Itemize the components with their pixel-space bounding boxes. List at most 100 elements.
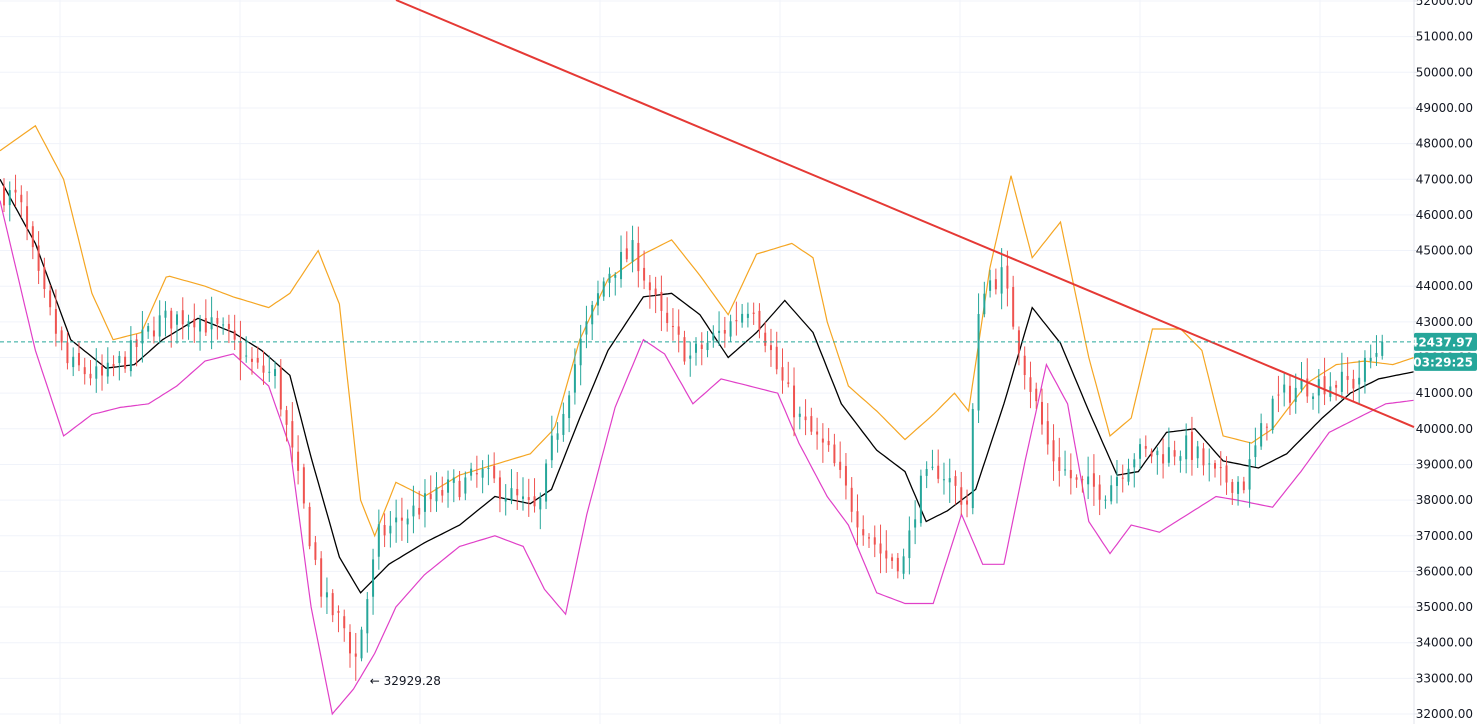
- candle: [1294, 373, 1297, 414]
- candle: [573, 348, 576, 405]
- candle: [170, 307, 173, 348]
- candle: [1363, 350, 1366, 394]
- candle: [343, 609, 346, 642]
- candle: [729, 314, 732, 342]
- candle: [325, 577, 328, 615]
- candle: [1144, 435, 1147, 458]
- bb-lower-band: [0, 200, 1415, 716]
- candle: [758, 303, 761, 339]
- candle: [764, 322, 767, 353]
- trend-line[interactable]: [395, 0, 1415, 428]
- candle: [689, 341, 692, 377]
- candle: [135, 334, 138, 367]
- candle: [798, 406, 801, 430]
- candle: [268, 355, 271, 382]
- last-price-badge: [1414, 332, 1477, 351]
- candle: [193, 303, 196, 343]
- last-price-label: 42437.97: [1410, 335, 1473, 349]
- candle: [1115, 459, 1118, 504]
- candle: [723, 316, 726, 348]
- candle: [1012, 275, 1015, 330]
- price-tick-label: 51000.00: [1416, 30, 1473, 44]
- candle: [60, 326, 63, 351]
- candle: [516, 471, 519, 510]
- candle: [654, 276, 657, 314]
- candle: [614, 272, 617, 296]
- candlestick-series[interactable]: [3, 174, 1384, 681]
- countdown-badge: [1414, 352, 1477, 371]
- candle: [671, 308, 674, 341]
- candle: [856, 494, 859, 546]
- candle: [395, 499, 398, 543]
- candle: [106, 347, 109, 384]
- candle: [608, 267, 611, 298]
- candle: [204, 299, 207, 337]
- candle: [372, 548, 375, 615]
- candle: [948, 458, 951, 503]
- candle: [1335, 380, 1338, 401]
- candle: [1312, 392, 1315, 410]
- candle: [141, 311, 144, 363]
- candle: [914, 500, 917, 545]
- candle: [527, 478, 530, 517]
- candle: [677, 309, 680, 353]
- candle: [1219, 451, 1222, 486]
- candle: [210, 296, 213, 350]
- candle: [539, 492, 542, 530]
- candle: [839, 441, 842, 479]
- candle: [1352, 369, 1355, 401]
- candle: [481, 460, 484, 494]
- candle: [1208, 448, 1211, 482]
- candle: [1110, 475, 1113, 505]
- candle: [1162, 438, 1165, 479]
- candle: [458, 470, 461, 501]
- candle: [1104, 495, 1107, 509]
- candle: [112, 355, 115, 377]
- candle: [873, 525, 876, 558]
- candle: [787, 361, 790, 388]
- candle: [868, 533, 870, 548]
- price-tick-label: 34000.00: [1416, 636, 1473, 650]
- candle: [1121, 464, 1124, 493]
- candle: [470, 462, 473, 481]
- candle: [1041, 388, 1043, 435]
- candle: [279, 359, 282, 417]
- candle: [441, 476, 444, 503]
- candle: [1283, 371, 1286, 407]
- candle: [1023, 346, 1026, 390]
- candle: [1306, 358, 1309, 403]
- candle: [302, 463, 305, 509]
- candle: [1087, 456, 1090, 500]
- candle: [1248, 441, 1251, 508]
- candle: [862, 515, 865, 546]
- candle: [487, 454, 490, 486]
- candle: [1237, 476, 1240, 506]
- price-tick-label: 38000.00: [1416, 493, 1473, 507]
- candle: [666, 297, 669, 332]
- price-tick-label: 41000.00: [1416, 386, 1473, 400]
- candle: [1150, 448, 1153, 464]
- candle: [377, 509, 380, 570]
- candle: [423, 479, 426, 528]
- candle: [360, 626, 363, 662]
- candle: [706, 331, 709, 358]
- candle: [1196, 440, 1199, 468]
- price-tick-label: 52000.00: [1416, 0, 1473, 8]
- candle: [1254, 427, 1257, 467]
- candle: [20, 185, 23, 218]
- candle: [896, 553, 899, 579]
- candle: [769, 328, 772, 367]
- candle: [66, 332, 69, 370]
- price-tick-label: 46000.00: [1416, 208, 1473, 222]
- candle: [493, 452, 496, 484]
- candle: [1271, 395, 1274, 434]
- candle: [1000, 248, 1003, 310]
- countdown-label: 03:29:25: [1413, 355, 1473, 369]
- candle: [821, 423, 824, 463]
- price-tick-label: 37000.00: [1416, 529, 1473, 543]
- candle: [585, 305, 588, 349]
- candle: [158, 300, 161, 344]
- candle: [746, 302, 749, 328]
